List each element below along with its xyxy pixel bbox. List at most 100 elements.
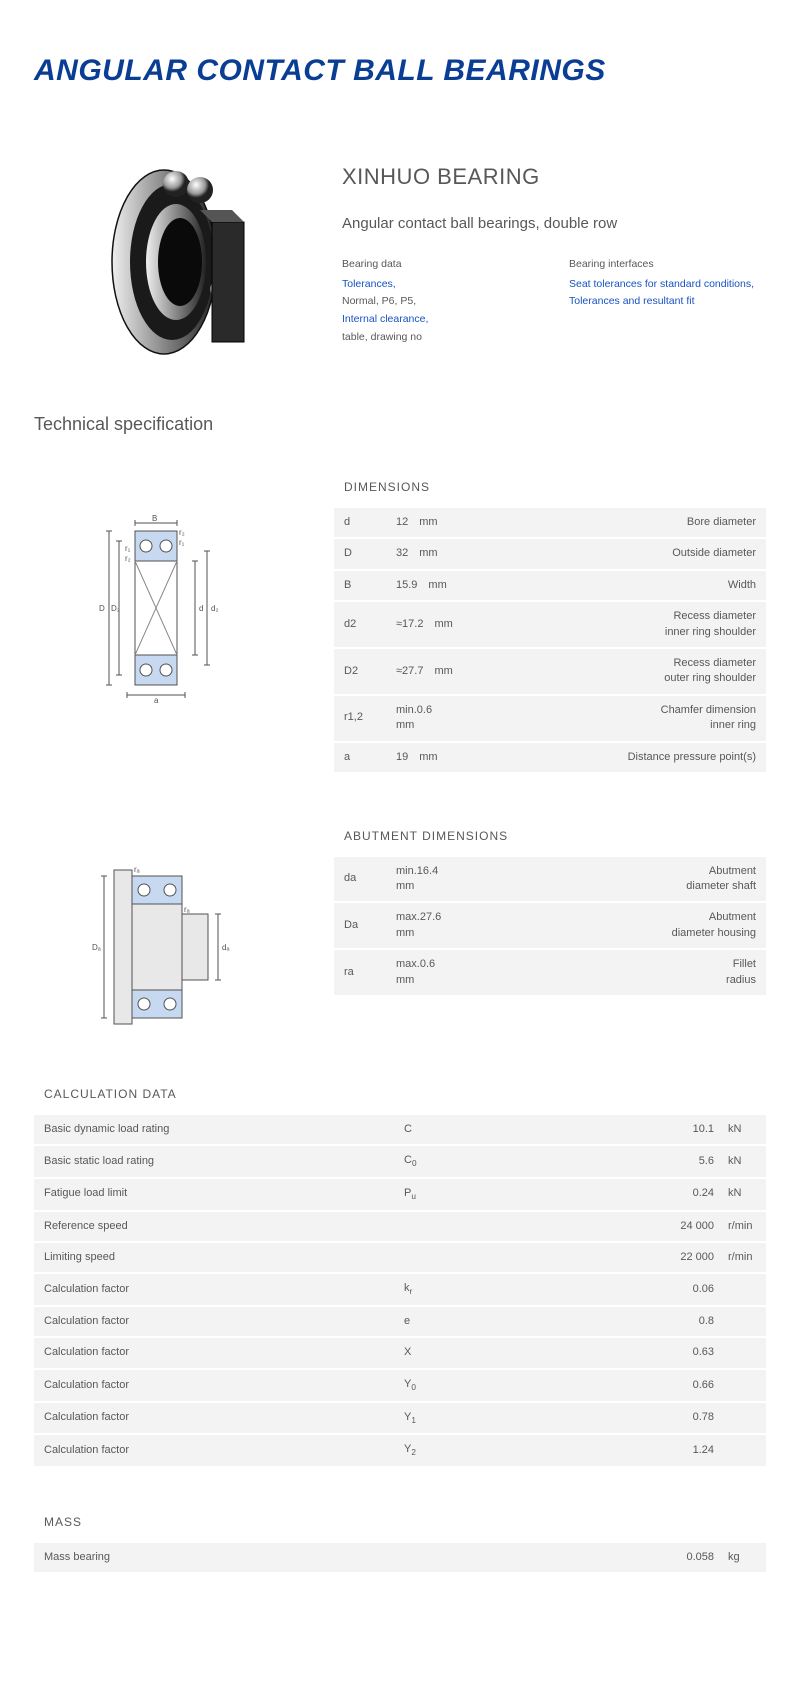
symbol-cell: kr — [394, 1273, 494, 1306]
svg-text:r₂: r₂ — [179, 528, 185, 537]
unit-cell — [718, 1402, 766, 1435]
label-cell: Calculation factor — [34, 1273, 394, 1306]
table-row: a19 mmDistance pressure point(s) — [334, 742, 766, 773]
table-row: D32 mmOutside diameter — [334, 538, 766, 569]
symbol-cell: X — [394, 1337, 494, 1368]
label-cell: Calculation factor — [34, 1369, 394, 1402]
unit-cell — [718, 1273, 766, 1306]
value-cell: 0.66 — [494, 1369, 718, 1402]
info-link[interactable]: Tolerances and resultant fit — [569, 293, 766, 311]
table-row: Basic dynamic load ratingC10.1kN — [34, 1115, 766, 1145]
desc-cell: Chamfer dimensioninner ring — [466, 695, 766, 742]
symbol-cell: d — [334, 508, 386, 538]
svg-text:B: B — [152, 514, 157, 523]
bearing-interfaces-heading: Bearing interfaces — [569, 256, 766, 274]
svg-text:r₁: r₁ — [179, 538, 185, 547]
svg-text:dₐ: dₐ — [222, 943, 230, 952]
symbol-cell: ra — [334, 949, 386, 996]
svg-text:D₂: D₂ — [111, 604, 120, 613]
table-row: d2≈17.2 mmRecess diameterinner ring shou… — [334, 601, 766, 648]
value-cell: 0.24 — [494, 1178, 718, 1211]
unit-cell: kN — [718, 1145, 766, 1178]
symbol-cell: Da — [334, 902, 386, 949]
value-cell: min.0.6mm — [386, 695, 466, 742]
desc-cell: Distance pressure point(s) — [466, 742, 766, 773]
svg-text:r₁: r₁ — [125, 544, 131, 553]
value-cell: 0.058 — [494, 1543, 718, 1573]
bearing-interfaces-col: Bearing interfaces Seat tolerances for s… — [569, 256, 766, 347]
page-title: ANGULAR CONTACT BALL BEARINGS — [34, 50, 766, 92]
abutment-section: rₐ rₐ Dₐ dₐ ABUTMENT DIMENSIONS damin.16… — [34, 822, 766, 1032]
symbol-cell: e — [394, 1306, 494, 1337]
value-cell: 0.63 — [494, 1337, 718, 1368]
calculation-title: CALCULATION DATA — [34, 1080, 766, 1109]
unit-cell — [718, 1369, 766, 1402]
svg-text:rₐ: rₐ — [184, 905, 191, 914]
symbol-cell: da — [334, 857, 386, 903]
symbol-cell: Pu — [394, 1178, 494, 1211]
value-cell: 1.24 — [494, 1434, 718, 1467]
value-cell: 0.78 — [494, 1402, 718, 1435]
table-row: damin.16.4mmAbutmentdiameter shaft — [334, 857, 766, 903]
symbol-cell: Y1 — [394, 1402, 494, 1435]
svg-text:a: a — [154, 696, 159, 703]
info-link[interactable]: Internal clearance, — [342, 311, 539, 329]
unit-cell: r/min — [718, 1242, 766, 1273]
unit-cell: kN — [718, 1115, 766, 1145]
abutment-table: damin.16.4mmAbutmentdiameter shaftDamax.… — [334, 857, 766, 997]
table-row: Calculation factore0.8 — [34, 1306, 766, 1337]
mass-title: MASS — [34, 1508, 766, 1537]
table-row: ramax.0.6mmFilletradius — [334, 949, 766, 996]
product-subtitle: Angular contact ball bearings, double ro… — [342, 213, 766, 234]
label-cell: Calculation factor — [34, 1434, 394, 1467]
value-cell: 15.9 mm — [386, 570, 466, 601]
value-cell: 19 mm — [386, 742, 466, 773]
desc-cell: Recess diameterouter ring shoulder — [466, 648, 766, 695]
abutment-title: ABUTMENT DIMENSIONS — [334, 822, 766, 851]
table-row: Reference speed24 000r/min — [34, 1211, 766, 1242]
unit-cell — [718, 1306, 766, 1337]
dimensions-diagram: B r₂ r₁ r₁ r₂ D D₂ d d₂ a — [34, 473, 294, 774]
symbol-cell — [394, 1211, 494, 1242]
abutment-diagram: rₐ rₐ Dₐ dₐ — [34, 822, 294, 1032]
bearing-data-col: Bearing data Tolerances,Normal, P6, P5,I… — [342, 256, 539, 347]
svg-text:d₂: d₂ — [211, 604, 219, 613]
label-cell: Calculation factor — [34, 1337, 394, 1368]
table-row: Calculation factorkr0.06 — [34, 1273, 766, 1306]
table-row: Limiting speed22 000r/min — [34, 1242, 766, 1273]
dimensions-title: DIMENSIONS — [334, 473, 766, 502]
mass-table: Mass bearing0.058kg — [34, 1543, 766, 1574]
table-row: Calculation factorY21.24 — [34, 1434, 766, 1467]
svg-text:d: d — [199, 604, 203, 613]
value-cell: ≈27.7 mm — [386, 648, 466, 695]
table-row: Mass bearing0.058kg — [34, 1543, 766, 1573]
desc-cell: Filletradius — [466, 949, 766, 996]
desc-cell: Abutmentdiameter shaft — [466, 857, 766, 903]
bearing-render-icon — [104, 162, 254, 362]
product-image — [34, 162, 294, 362]
dimensions-table: d12 mmBore diameterD32 mmOutside diamete… — [334, 508, 766, 774]
bearing-data-heading: Bearing data — [342, 256, 539, 274]
label-cell: Basic static load rating — [34, 1145, 394, 1178]
desc-cell: Bore diameter — [466, 508, 766, 538]
mass-section: MASS Mass bearing0.058kg — [34, 1508, 766, 1574]
label-cell: Fatigue load limit — [34, 1178, 394, 1211]
label-cell: Basic dynamic load rating — [34, 1115, 394, 1145]
info-text: Normal, P6, P5, — [342, 293, 539, 311]
table-row: D2≈27.7 mmRecess diameterouter ring shou… — [334, 648, 766, 695]
info-link[interactable]: Seat tolerances for standard conditions, — [569, 276, 766, 294]
symbol-cell: C0 — [394, 1145, 494, 1178]
value-cell: 24 000 — [494, 1211, 718, 1242]
table-row: Calculation factorY10.78 — [34, 1402, 766, 1435]
info-link[interactable]: Tolerances, — [342, 276, 539, 294]
symbol-cell: a — [334, 742, 386, 773]
svg-text:D: D — [99, 604, 105, 613]
value-cell: 32 mm — [386, 538, 466, 569]
unit-cell: kN — [718, 1178, 766, 1211]
table-row: r1,2min.0.6mmChamfer dimensioninner ring — [334, 695, 766, 742]
desc-cell: Abutmentdiameter housing — [466, 902, 766, 949]
technical-spec-heading: Technical specification — [34, 412, 766, 437]
symbol-cell: r1,2 — [334, 695, 386, 742]
table-row: Calculation factorX0.63 — [34, 1337, 766, 1368]
label-cell: Mass bearing — [34, 1543, 394, 1573]
